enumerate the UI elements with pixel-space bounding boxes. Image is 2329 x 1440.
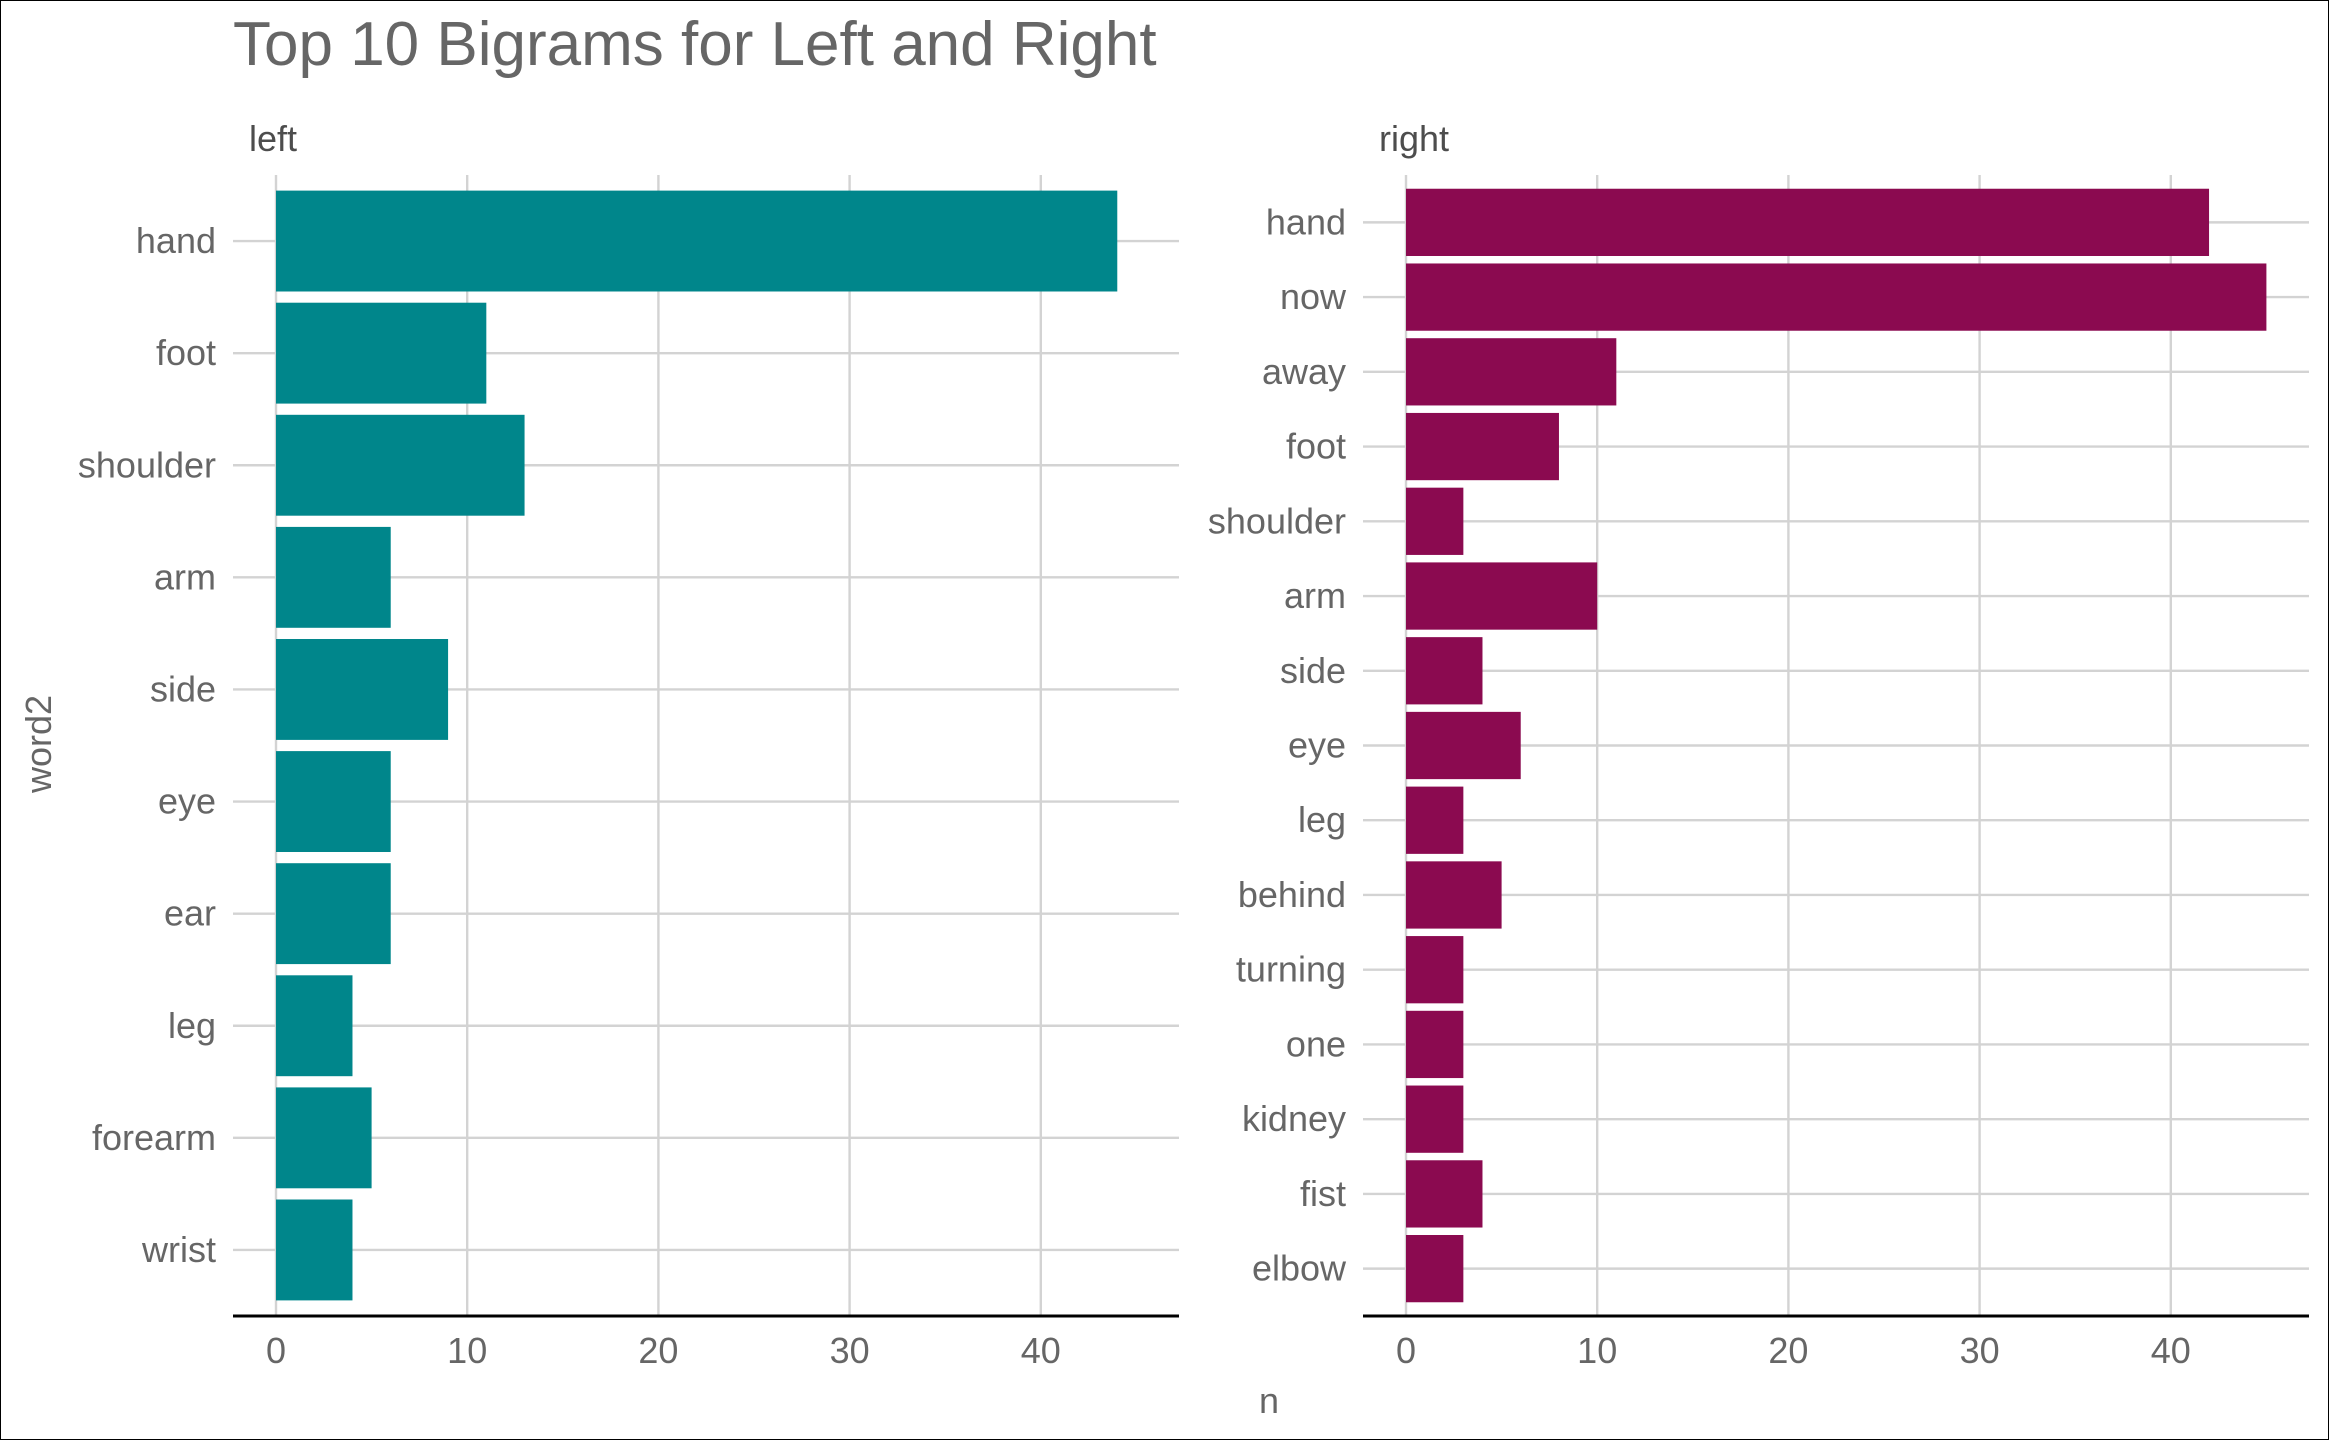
bar-left-forearm bbox=[276, 1087, 372, 1189]
bar-left-leg bbox=[276, 975, 353, 1077]
bar-right-foot bbox=[1406, 412, 1559, 481]
bar-right-shoulder bbox=[1406, 487, 1464, 555]
x-tick-label: 0 bbox=[266, 1330, 286, 1371]
x-tick-label: 0 bbox=[1396, 1330, 1416, 1371]
y-tick-label: leg bbox=[1298, 799, 1346, 840]
y-tick-label: ear bbox=[164, 893, 216, 934]
chart-title: Top 10 Bigrams for Left and Right bbox=[233, 10, 1157, 79]
y-tick-label: arm bbox=[154, 556, 216, 597]
bar-right-one bbox=[1406, 1010, 1464, 1079]
bar-right-now bbox=[1406, 263, 2267, 331]
y-tick-label: side bbox=[150, 668, 216, 709]
bar-left-arm bbox=[276, 526, 391, 628]
facet-strip-label: right bbox=[1379, 118, 1449, 159]
bar-left-wrist bbox=[276, 1199, 353, 1301]
y-tick-label: turning bbox=[1236, 949, 1346, 990]
bar-right-eye bbox=[1406, 711, 1521, 780]
y-tick-label: foot bbox=[1286, 426, 1346, 467]
bar-left-ear bbox=[276, 863, 391, 965]
bar-right-away bbox=[1406, 338, 1617, 406]
bar-left-foot bbox=[276, 302, 487, 404]
y-tick-label: eye bbox=[158, 781, 216, 822]
y-tick-label: wrist bbox=[141, 1229, 216, 1270]
x-axis-title: n bbox=[1259, 1380, 1279, 1421]
facet-panel-left: left hand foot shoulder arm side eye ear leg fore… bbox=[78, 118, 1179, 1371]
y-tick-label: eye bbox=[1288, 725, 1346, 766]
facet-panel-right: right hand now away foot shoulder arm side eye le… bbox=[1208, 118, 2309, 1371]
x-tick-label: 30 bbox=[830, 1330, 870, 1371]
bar-right-side bbox=[1406, 637, 1483, 705]
bar-right-hand bbox=[1406, 188, 2210, 256]
bar-right-fist bbox=[1406, 1160, 1483, 1228]
y-tick-label: hand bbox=[1266, 201, 1346, 242]
y-tick-label: kidney bbox=[1242, 1098, 1346, 1139]
y-axis-title: word2 bbox=[18, 695, 59, 794]
y-tick-label: shoulder bbox=[78, 444, 216, 485]
x-tick-label: 10 bbox=[1577, 1330, 1617, 1371]
bar-right-kidney bbox=[1406, 1085, 1464, 1153]
x-tick-label: 40 bbox=[2151, 1330, 2191, 1371]
bar-right-turning bbox=[1406, 936, 1464, 1004]
bar-right-arm bbox=[1406, 562, 1598, 630]
x-tick-label: 20 bbox=[638, 1330, 678, 1371]
y-tick-label: behind bbox=[1238, 874, 1346, 915]
bar-left-hand bbox=[276, 190, 1118, 292]
x-tick-label: 30 bbox=[1960, 1330, 2000, 1371]
y-tick-label: fist bbox=[1300, 1173, 1346, 1214]
bar-right-leg bbox=[1406, 786, 1464, 854]
y-tick-label: away bbox=[1262, 351, 1346, 392]
y-tick-label: now bbox=[1280, 276, 1347, 317]
y-tick-label: foot bbox=[156, 332, 216, 373]
y-tick-label: hand bbox=[136, 220, 216, 261]
x-tick-label: 10 bbox=[447, 1330, 487, 1371]
facet-strip-label: left bbox=[249, 118, 297, 159]
bar-right-elbow bbox=[1406, 1235, 1464, 1303]
bar-right-behind bbox=[1406, 861, 1502, 929]
y-tick-label: leg bbox=[168, 1005, 216, 1046]
x-tick-label: 40 bbox=[1021, 1330, 1061, 1371]
y-tick-label: one bbox=[1286, 1023, 1346, 1064]
bar-left-shoulder bbox=[276, 414, 525, 516]
y-tick-label: forearm bbox=[92, 1117, 216, 1158]
y-tick-label: side bbox=[1280, 650, 1346, 691]
y-tick-label: shoulder bbox=[1208, 500, 1346, 541]
bar-left-eye bbox=[276, 751, 391, 852]
y-tick-label: elbow bbox=[1252, 1248, 1347, 1289]
bar-left-side bbox=[276, 639, 449, 740]
y-tick-label: arm bbox=[1284, 575, 1346, 616]
x-tick-label: 20 bbox=[1768, 1330, 1808, 1371]
